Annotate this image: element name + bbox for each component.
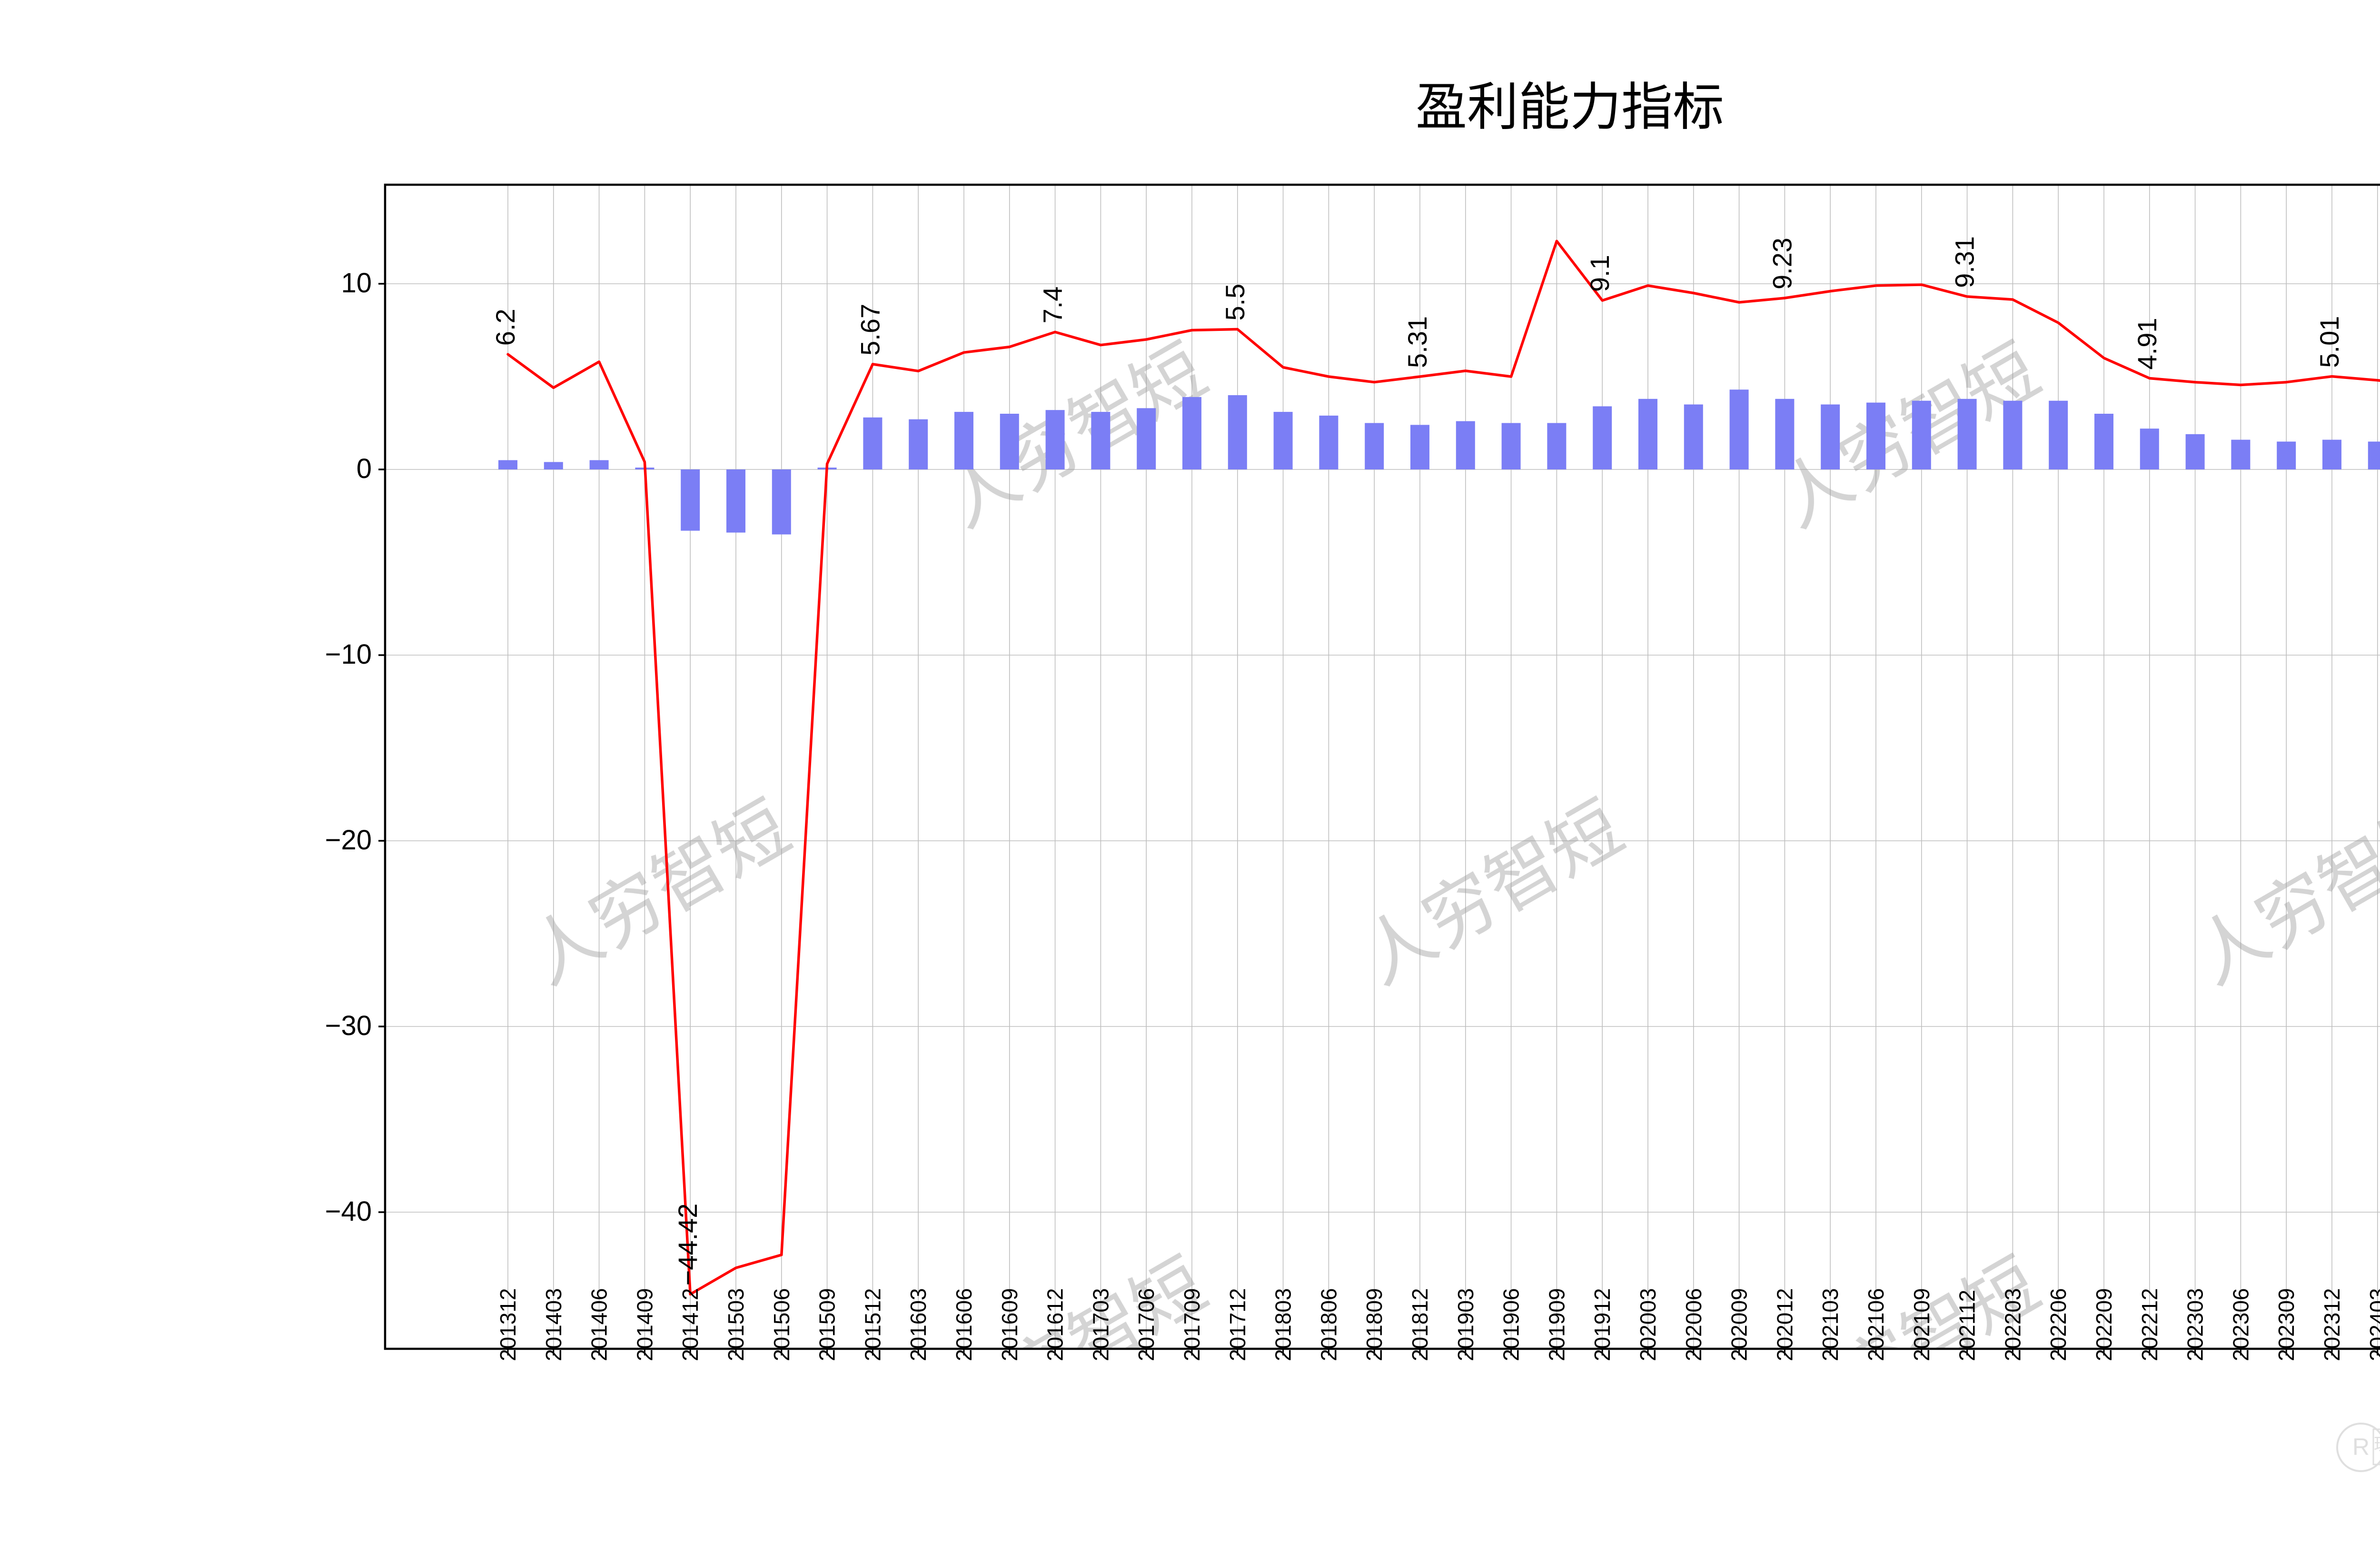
svg-text:201912: 201912 bbox=[1590, 1288, 1615, 1362]
svg-text:201403: 201403 bbox=[541, 1288, 566, 1362]
svg-text:202012: 202012 bbox=[1772, 1288, 1797, 1362]
svg-text:202112: 202112 bbox=[1955, 1290, 1980, 1361]
svg-text:理财: 理财 bbox=[2374, 1434, 2380, 1454]
svg-text:202209: 202209 bbox=[2092, 1288, 2116, 1362]
svg-text:201409: 201409 bbox=[632, 1288, 657, 1362]
svg-text:201512: 201512 bbox=[860, 1288, 885, 1362]
svg-text:201412: 201412 bbox=[678, 1288, 703, 1362]
svg-text:10: 10 bbox=[341, 268, 372, 299]
svg-text:201612: 201612 bbox=[1043, 1288, 1068, 1362]
svg-text:202403: 202403 bbox=[2365, 1288, 2380, 1362]
svg-text:5.01: 5.01 bbox=[2314, 316, 2344, 368]
svg-text:−44.42: −44.42 bbox=[673, 1204, 703, 1286]
svg-text:201812: 201812 bbox=[1408, 1288, 1432, 1362]
svg-text:201406: 201406 bbox=[587, 1288, 612, 1362]
svg-text:201703: 201703 bbox=[1088, 1288, 1113, 1362]
svg-text:4.91: 4.91 bbox=[2132, 318, 2162, 370]
svg-text:盈利能力指标: 盈利能力指标 bbox=[1416, 78, 1724, 136]
svg-text:201806: 201806 bbox=[1316, 1288, 1341, 1362]
svg-text:201509: 201509 bbox=[815, 1288, 840, 1362]
svg-text:9.31: 9.31 bbox=[1950, 236, 1980, 288]
svg-text:201706: 201706 bbox=[1134, 1288, 1159, 1362]
svg-text:−30: −30 bbox=[325, 1010, 372, 1041]
svg-text:202006: 202006 bbox=[1681, 1288, 1706, 1362]
svg-text:202306: 202306 bbox=[2228, 1288, 2253, 1362]
svg-text:201609: 201609 bbox=[997, 1288, 1022, 1362]
svg-text:−10: −10 bbox=[325, 639, 372, 670]
svg-text:201809: 201809 bbox=[1362, 1288, 1387, 1362]
svg-text:−20: −20 bbox=[325, 825, 372, 856]
svg-text:201606: 201606 bbox=[952, 1288, 976, 1362]
svg-text:201312: 201312 bbox=[496, 1288, 520, 1362]
svg-text:201909: 201909 bbox=[1544, 1288, 1569, 1362]
svg-text:5.31: 5.31 bbox=[1402, 316, 1432, 368]
svg-text:202303: 202303 bbox=[2183, 1288, 2208, 1362]
svg-text:0: 0 bbox=[357, 453, 372, 484]
svg-text:201903: 201903 bbox=[1453, 1288, 1478, 1362]
svg-text:201506: 201506 bbox=[769, 1288, 794, 1362]
svg-text:201709: 201709 bbox=[1180, 1288, 1204, 1362]
svg-text:202003: 202003 bbox=[1636, 1288, 1660, 1362]
svg-text:202309: 202309 bbox=[2274, 1288, 2299, 1362]
svg-text:202203: 202203 bbox=[2000, 1288, 2025, 1362]
svg-text:7.4: 7.4 bbox=[1038, 287, 1068, 324]
svg-text:202106: 202106 bbox=[1864, 1288, 1888, 1362]
svg-text:201803: 201803 bbox=[1271, 1288, 1296, 1362]
svg-text:R: R bbox=[2352, 1434, 2370, 1460]
svg-text:5.5: 5.5 bbox=[1220, 284, 1250, 321]
svg-text:202212: 202212 bbox=[2137, 1288, 2162, 1362]
svg-text:−40: −40 bbox=[325, 1196, 372, 1227]
svg-text:201906: 201906 bbox=[1499, 1288, 1524, 1362]
svg-text:202109: 202109 bbox=[1909, 1288, 1934, 1361]
svg-text:201712: 201712 bbox=[1225, 1288, 1250, 1362]
svg-text:202206: 202206 bbox=[2046, 1288, 2071, 1362]
svg-text:201503: 201503 bbox=[724, 1288, 748, 1362]
svg-text:202312: 202312 bbox=[2320, 1288, 2344, 1362]
svg-text:201603: 201603 bbox=[906, 1288, 931, 1362]
svg-text:6.2: 6.2 bbox=[490, 309, 520, 346]
svg-text:202103: 202103 bbox=[1818, 1288, 1843, 1362]
svg-text:9.23: 9.23 bbox=[1767, 238, 1797, 289]
svg-text:9.1: 9.1 bbox=[1585, 255, 1615, 292]
svg-text:202009: 202009 bbox=[1727, 1288, 1752, 1362]
svg-text:5.67: 5.67 bbox=[855, 304, 885, 356]
